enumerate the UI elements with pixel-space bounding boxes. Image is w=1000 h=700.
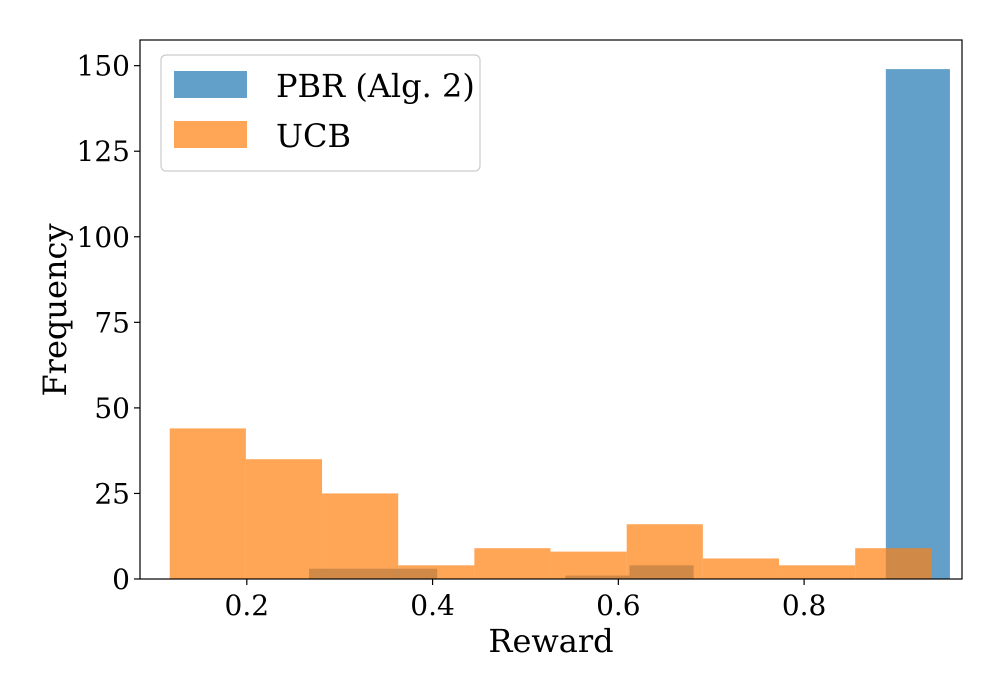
ticks-layer: 0.2 0.4 0.6 0.8 0 25 50 75 100 125 150 — [77, 50, 827, 622]
bar-pbr-4 — [885, 69, 950, 579]
bars-layer — [169, 69, 950, 579]
y-tick-label: 150 — [77, 50, 130, 83]
x-axis-title: Reward — [488, 622, 613, 660]
legend-swatch-ucb — [174, 121, 247, 148]
bar-ucb-5 — [550, 551, 627, 579]
bar-ucb-6 — [626, 524, 703, 579]
y-tick-label: 75 — [94, 306, 130, 339]
x-tick-label: 0.4 — [410, 589, 455, 622]
y-axis-title: Frequency — [36, 223, 74, 396]
y-tick-label: 25 — [94, 477, 130, 510]
bar-ucb-3 — [398, 565, 475, 579]
bar-ucb-9 — [855, 548, 932, 579]
plot-frame — [139, 39, 963, 580]
bar-ucb-0 — [169, 428, 246, 579]
legend-label-ucb: UCB — [276, 117, 351, 155]
x-tick-label: 0.2 — [225, 589, 270, 622]
bar-ucb-2 — [322, 493, 399, 579]
legend-swatch-pbr — [174, 71, 247, 98]
legend: PBR (Alg. 2) UCB — [160, 54, 481, 172]
bar-ucb-7 — [702, 558, 780, 579]
legend-label-pbr: PBR (Alg. 2) — [276, 67, 475, 105]
x-tick-label: 0.8 — [782, 589, 827, 622]
bar-ucb-4 — [474, 548, 551, 579]
bar-ucb-1 — [245, 459, 323, 579]
y-tick-label: 0 — [112, 563, 130, 596]
x-tick-label: 0.6 — [596, 589, 641, 622]
bar-ucb-8 — [779, 565, 856, 579]
y-tick-label: 125 — [77, 135, 130, 168]
y-tick-label: 50 — [94, 392, 130, 425]
y-tick-label: 100 — [77, 221, 130, 254]
